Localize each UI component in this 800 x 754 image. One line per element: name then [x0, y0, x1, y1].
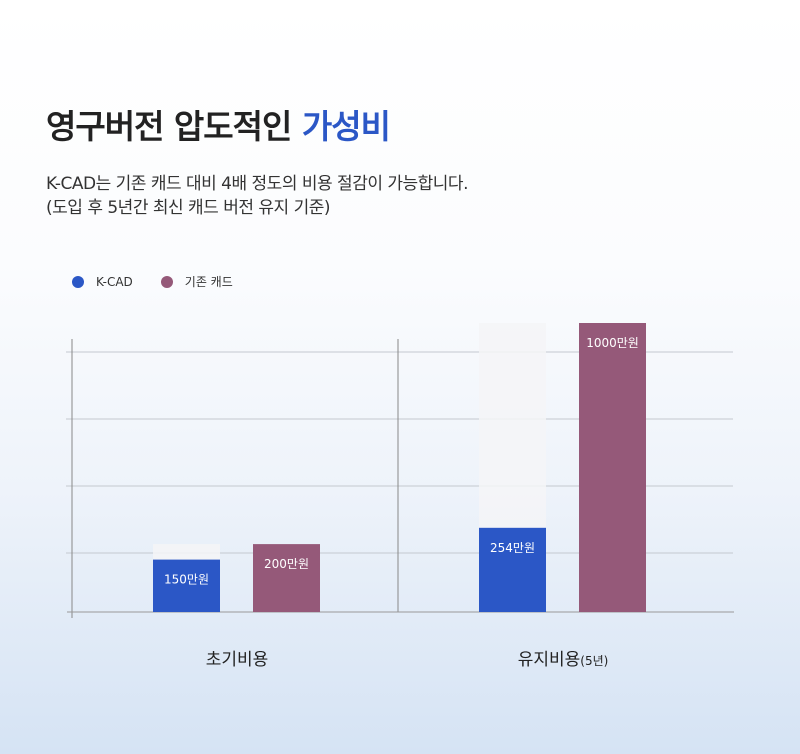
legend-label: K-CAD [96, 274, 133, 289]
chart-legend: K-CAD 기존 캐드 [72, 273, 233, 290]
data-label: 1000만원 [586, 336, 639, 350]
subtitle-line-1: K-CAD는 기존 캐드 대비 4배 정도의 비용 절감이 가능합니다. [46, 174, 468, 194]
bar-kcad [479, 527, 546, 612]
data-label: 200만원 [264, 557, 309, 571]
title-main: 영구버전 압도적인 [46, 107, 292, 146]
category-label-initial: 초기비용 [205, 650, 269, 670]
data-label: 150만원 [164, 573, 209, 587]
bar-existing-cad [253, 544, 320, 612]
legend-dot-icon [160, 275, 173, 288]
page-title: 영구버전 압도적인 가성비 [46, 100, 391, 148]
data-label: 254만원 [490, 541, 535, 555]
legend-dot-icon [72, 275, 84, 288]
title-highlight: 가성비 [301, 107, 391, 146]
bar-kcad [153, 559, 220, 612]
subtitle-line-2: (도입 후 5년간 최신 캐드 버전 유지 기준) [46, 198, 331, 218]
legend-item-existing-cad: 기존 캐드 [160, 273, 233, 290]
subtitle: K-CAD는 기존 캐드 대비 4배 정도의 비용 절감이 가능합니다. (도입… [46, 172, 468, 220]
legend-item-kcad: K-CAD [72, 273, 133, 290]
legend-label: 기존 캐드 [184, 275, 233, 289]
category-label-maintenance: 유지비용(5년) [517, 650, 609, 670]
bar-existing-cad [579, 323, 646, 612]
